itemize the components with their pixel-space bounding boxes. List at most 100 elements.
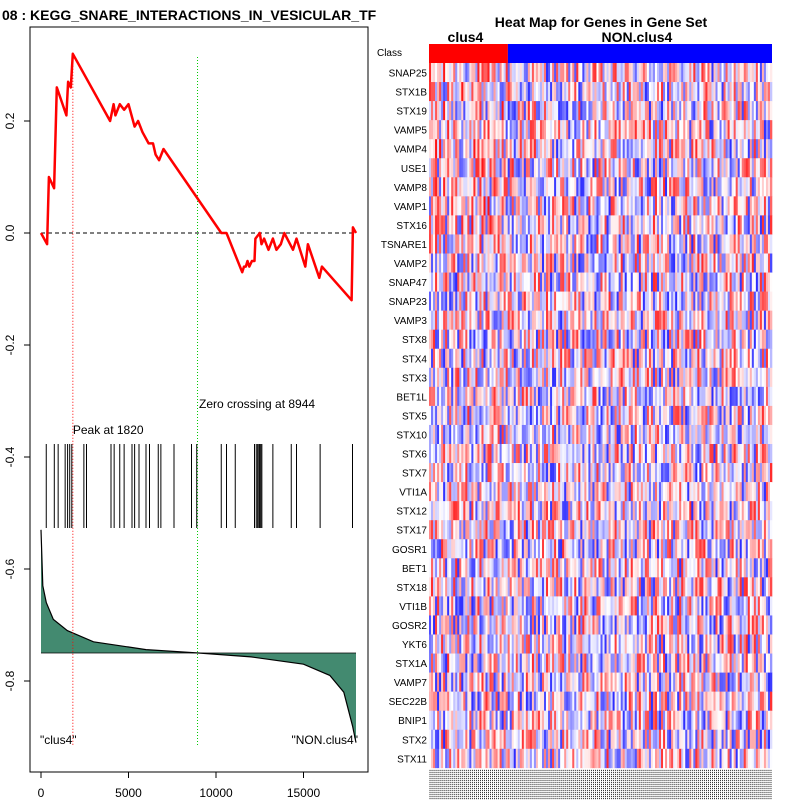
heatmap-cell bbox=[760, 444, 762, 463]
heatmap-cell bbox=[703, 63, 705, 82]
heatmap-cell bbox=[465, 501, 467, 520]
heatmap-cell bbox=[669, 444, 671, 463]
heatmap-cell bbox=[647, 406, 649, 425]
heatmap-cell bbox=[611, 177, 613, 196]
heatmap-cell bbox=[544, 196, 546, 215]
heatmap-cell bbox=[504, 444, 506, 463]
heatmap-cell bbox=[627, 501, 629, 520]
heatmap-cell bbox=[726, 234, 728, 253]
heatmap-cell bbox=[740, 82, 742, 101]
heatmap-cell bbox=[524, 520, 526, 539]
heatmap-cell bbox=[605, 254, 607, 273]
heatmap-cell bbox=[691, 520, 693, 539]
heatmap-cell bbox=[679, 539, 681, 558]
heatmap-cell bbox=[679, 177, 681, 196]
heatmap-cell bbox=[485, 273, 487, 292]
heatmap-cell bbox=[713, 330, 715, 349]
heatmap-cell bbox=[479, 501, 481, 520]
heatmap-cell bbox=[437, 539, 439, 558]
heatmap-cell bbox=[514, 292, 516, 311]
heatmap-cell bbox=[651, 234, 653, 253]
heatmap-cell bbox=[663, 558, 665, 577]
heatmap-cell bbox=[586, 444, 588, 463]
heatmap-cell bbox=[459, 368, 461, 387]
heatmap-cell bbox=[734, 520, 736, 539]
heatmap-cell bbox=[506, 349, 508, 368]
heatmap-cell bbox=[536, 254, 538, 273]
heatmap-cell bbox=[469, 158, 471, 177]
heatmap-cell bbox=[536, 158, 538, 177]
heatmap-cell bbox=[596, 520, 598, 539]
heatmap-cell bbox=[711, 254, 713, 273]
heatmap-cell bbox=[550, 406, 552, 425]
heatmap-cell bbox=[671, 596, 673, 615]
heatmap-cell bbox=[659, 368, 661, 387]
heatmap-cell bbox=[657, 463, 659, 482]
heatmap-cell bbox=[768, 501, 770, 520]
heatmap-cell bbox=[445, 158, 447, 177]
heatmap-cell bbox=[609, 596, 611, 615]
heatmap-cell bbox=[631, 215, 633, 234]
heatmap-cell bbox=[734, 406, 736, 425]
heatmap-cell bbox=[697, 596, 699, 615]
heatmap-cell bbox=[576, 577, 578, 596]
heatmap-cell bbox=[526, 539, 528, 558]
heatmap-cell bbox=[695, 501, 697, 520]
heatmap-cell bbox=[483, 539, 485, 558]
heatmap-cell bbox=[663, 254, 665, 273]
heatmap-cell bbox=[627, 273, 629, 292]
heatmap-cell bbox=[641, 501, 643, 520]
heatmap-cell bbox=[649, 520, 651, 539]
heatmap-cell bbox=[473, 425, 475, 444]
heatmap-cell bbox=[532, 482, 534, 501]
heatmap-cell bbox=[504, 273, 506, 292]
heatmap-cell bbox=[681, 596, 683, 615]
heatmap-cell bbox=[451, 330, 453, 349]
heatmap-cell bbox=[586, 82, 588, 101]
heatmap-cell bbox=[709, 406, 711, 425]
heatmap-cell bbox=[671, 215, 673, 234]
heatmap-cell bbox=[538, 273, 540, 292]
heatmap-cell bbox=[665, 406, 667, 425]
heatmap-cell bbox=[631, 520, 633, 539]
heatmap-cell bbox=[443, 273, 445, 292]
heatmap-cell bbox=[615, 368, 617, 387]
heatmap-cell bbox=[534, 368, 536, 387]
heatmap-cell bbox=[542, 501, 544, 520]
heatmap-cell bbox=[691, 292, 693, 311]
heatmap-cell bbox=[635, 158, 637, 177]
heatmap-cell bbox=[510, 463, 512, 482]
heatmap-cell bbox=[651, 577, 653, 596]
heatmap-cell bbox=[562, 234, 564, 253]
heatmap-cell bbox=[477, 444, 479, 463]
heatmap-cell bbox=[631, 196, 633, 215]
heatmap-cell bbox=[494, 425, 496, 444]
heatmap-cell bbox=[675, 425, 677, 444]
heatmap-cell bbox=[582, 273, 584, 292]
heatmap-cell bbox=[637, 539, 639, 558]
heatmap-cell bbox=[734, 63, 736, 82]
heatmap-cell bbox=[498, 273, 500, 292]
heatmap-cell bbox=[496, 292, 498, 311]
heatmap-cell bbox=[544, 273, 546, 292]
heatmap-cell bbox=[530, 63, 532, 82]
heatmap-cell bbox=[663, 330, 665, 349]
heatmap-cell bbox=[560, 520, 562, 539]
heatmap-cell bbox=[554, 482, 556, 501]
heatmap-cell bbox=[596, 158, 598, 177]
heatmap-cell bbox=[768, 139, 770, 158]
heatmap-cell bbox=[572, 539, 574, 558]
heatmap-cell bbox=[461, 463, 463, 482]
heatmap-cell bbox=[516, 101, 518, 120]
heatmap-cell bbox=[518, 539, 520, 558]
heatmap-cell bbox=[627, 101, 629, 120]
heatmap-cell bbox=[538, 139, 540, 158]
heatmap-cell bbox=[766, 82, 768, 101]
heatmap-cell bbox=[687, 158, 689, 177]
heatmap-cell bbox=[683, 215, 685, 234]
heatmap-cell bbox=[560, 406, 562, 425]
heatmap-cell bbox=[570, 482, 572, 501]
heatmap-cell bbox=[609, 158, 611, 177]
heatmap-cell bbox=[546, 120, 548, 139]
heatmap-cell bbox=[544, 234, 546, 253]
